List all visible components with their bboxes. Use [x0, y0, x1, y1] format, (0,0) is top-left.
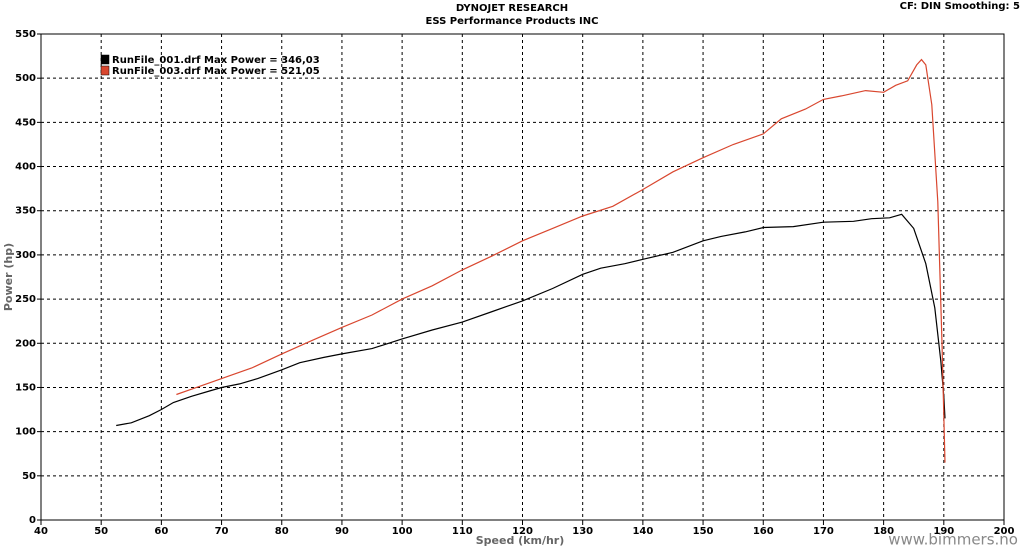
- x-tick-label: 130: [572, 526, 593, 537]
- x-axis-label: Speed (km/hr): [476, 534, 565, 547]
- x-tick-label: 120: [512, 526, 533, 537]
- legend-swatch: [100, 65, 110, 76]
- series-line: [116, 213, 946, 427]
- chart-subtitle: ESS Performance Products INC: [426, 16, 599, 27]
- x-tick-label: 190: [933, 526, 954, 537]
- y-tick-label: 0: [29, 515, 36, 526]
- x-tick-label: 170: [813, 526, 834, 537]
- y-tick-label: 200: [15, 338, 36, 349]
- y-tick-label: 50: [22, 471, 36, 482]
- settings-note: CF: DIN Smoothing: 5: [900, 1, 1020, 12]
- legend-entry: RunFile_001.drf Max Power = 346,03: [112, 55, 320, 66]
- y-tick-label: 500: [15, 73, 36, 84]
- y-tick-label: 550: [15, 29, 36, 40]
- x-tick-label: 70: [215, 526, 229, 537]
- x-tick-label: 100: [392, 526, 413, 537]
- series-line: [176, 58, 946, 463]
- x-tick-label: 110: [452, 526, 473, 537]
- x-tick-label: 180: [873, 526, 894, 537]
- x-tick-label: 140: [632, 526, 653, 537]
- y-tick-label: 250: [15, 294, 36, 305]
- x-tick-label: 60: [154, 526, 168, 537]
- x-tick-label: 200: [994, 526, 1015, 537]
- x-tick-label: 80: [275, 526, 289, 537]
- y-tick-label: 350: [15, 206, 36, 217]
- x-tick-label: 40: [34, 526, 48, 537]
- y-tick-label: 300: [15, 250, 36, 261]
- y-tick-label: 450: [15, 117, 36, 128]
- y-axis-label: Power (hp): [2, 243, 15, 311]
- watermark: www.bimmers.no: [888, 531, 1018, 548]
- x-tick-label: 50: [94, 526, 108, 537]
- legend-swatch: [100, 54, 110, 65]
- chart-title: DYNOJET RESEARCH: [456, 3, 568, 14]
- legend-entry: RunFile_003.drf Max Power = 521,05: [112, 66, 320, 77]
- x-tick-label: 160: [753, 526, 774, 537]
- y-tick-label: 150: [15, 382, 36, 393]
- x-tick-label: 90: [335, 526, 349, 537]
- y-tick-label: 100: [15, 427, 36, 438]
- x-tick-label: 150: [693, 526, 714, 537]
- y-tick-label: 400: [15, 162, 36, 173]
